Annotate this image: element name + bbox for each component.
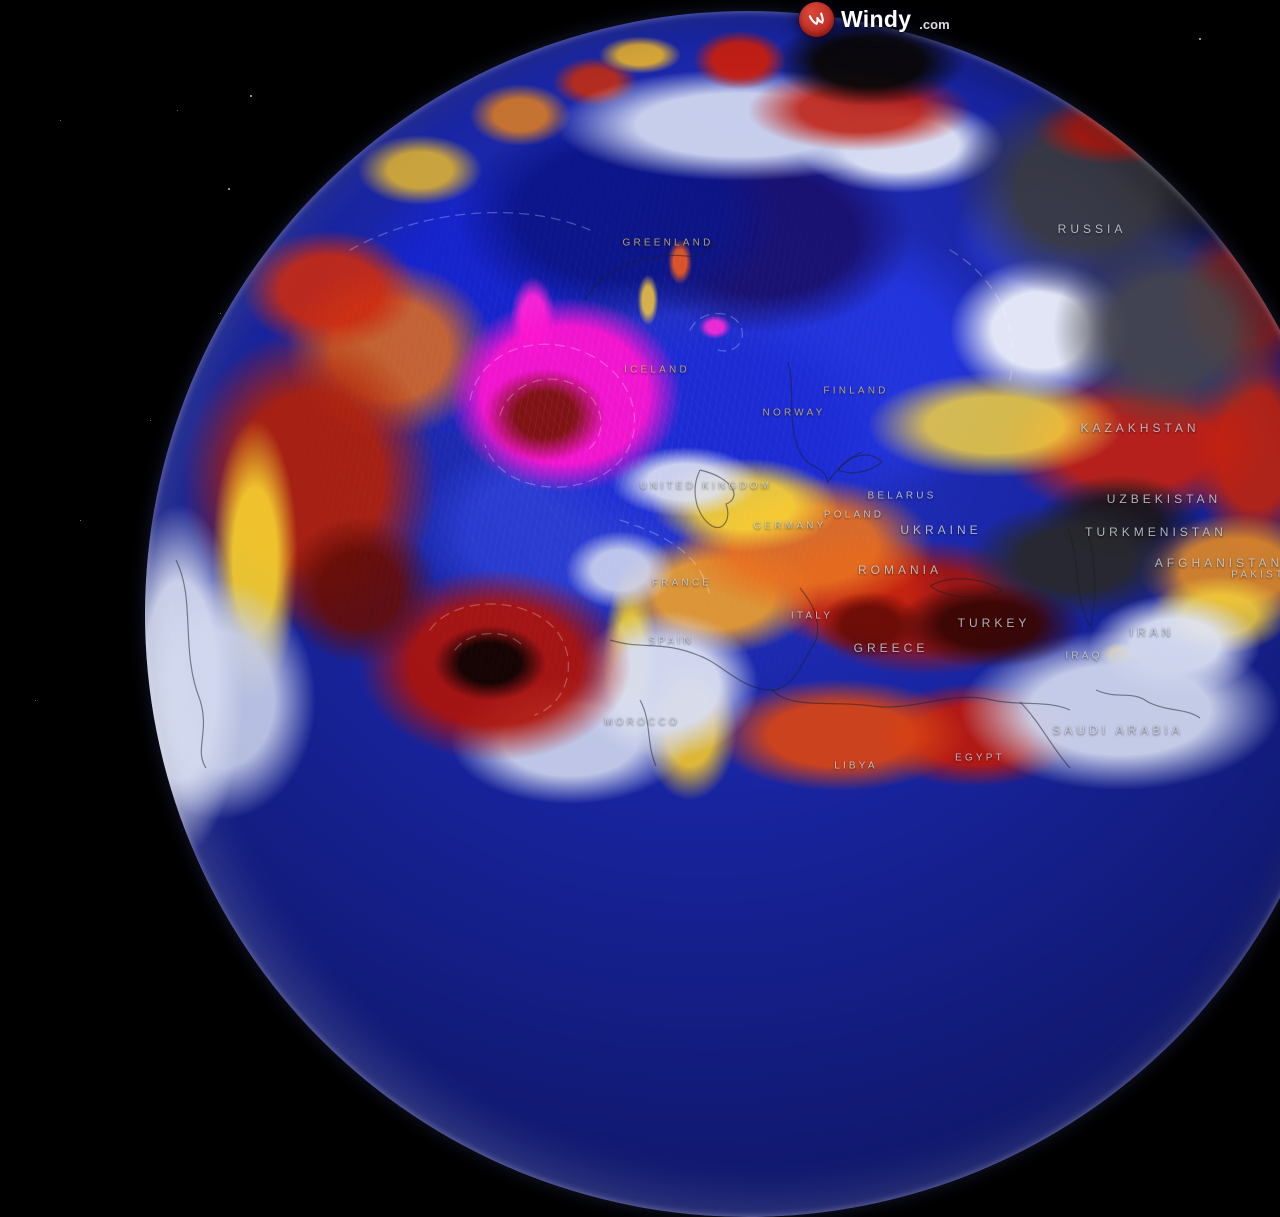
- star: [1199, 38, 1201, 40]
- country-label-uzbekistan: UZBEKISTAN: [1106, 492, 1222, 506]
- country-label-afghanistan: AFGHANISTAN: [1154, 556, 1280, 570]
- country-label-norway: NORWAY: [762, 407, 826, 419]
- country-label-belarus: BELARUS: [867, 490, 937, 502]
- globe[interactable]: [145, 11, 1280, 1217]
- country-label-libya: LIBYA: [834, 760, 878, 772]
- country-label-turkey: TURKEY: [957, 616, 1031, 630]
- country-label-morocco: MOROCCO: [604, 716, 680, 728]
- star: [35, 700, 36, 701]
- star: [150, 420, 151, 421]
- wind-swirl-icon: [808, 12, 824, 26]
- windy-logo[interactable]: Windy .com: [799, 1, 950, 37]
- country-label-finland: FINLAND: [823, 385, 889, 397]
- country-label-germany: GERMANY: [753, 520, 827, 532]
- star: [60, 120, 61, 121]
- windy-globe-screenshot: { "brand": { "wordmark": "Windy", "tld":…: [35, 1, 1280, 1217]
- country-label-kazakhstan: KAZAKHSTAN: [1080, 421, 1200, 435]
- country-label-saudi-arabia: SAUDI ARABIA: [1052, 723, 1184, 737]
- country-label-turkmenistan: TURKMENISTAN: [1085, 525, 1227, 539]
- country-label-iceland: ICELAND: [624, 364, 690, 376]
- star: [250, 95, 252, 97]
- country-label-ukraine: UKRAINE: [900, 523, 982, 537]
- windy-logo-badge: [799, 1, 834, 37]
- country-label-poland: POLAND: [823, 509, 885, 521]
- country-label-romania: ROMANIA: [857, 563, 943, 577]
- windy-wordmark: Windy: [841, 5, 912, 32]
- country-label-italy: ITALY: [790, 610, 834, 622]
- country-label-iraq: IRAQ: [1065, 650, 1103, 662]
- country-label-greece: GREECE: [853, 641, 929, 655]
- star: [220, 313, 221, 314]
- country-label-spain: SPAIN: [648, 635, 694, 647]
- star: [80, 520, 81, 521]
- country-label-pakistan: PAKISTAN: [1231, 569, 1280, 581]
- star: [228, 188, 230, 190]
- country-label-greenland: GREENLAND: [622, 237, 714, 249]
- country-label-russia: RUSSIA: [1057, 222, 1127, 236]
- star: [177, 110, 178, 111]
- country-label-united-kingdom: UNITED KINGDOM: [639, 480, 773, 492]
- country-label-egypt: EGYPT: [955, 752, 1005, 764]
- country-label-france: FRANCE: [651, 577, 713, 589]
- country-label-iran: IRAN: [1129, 625, 1175, 639]
- windy-tld: .com: [919, 17, 950, 32]
